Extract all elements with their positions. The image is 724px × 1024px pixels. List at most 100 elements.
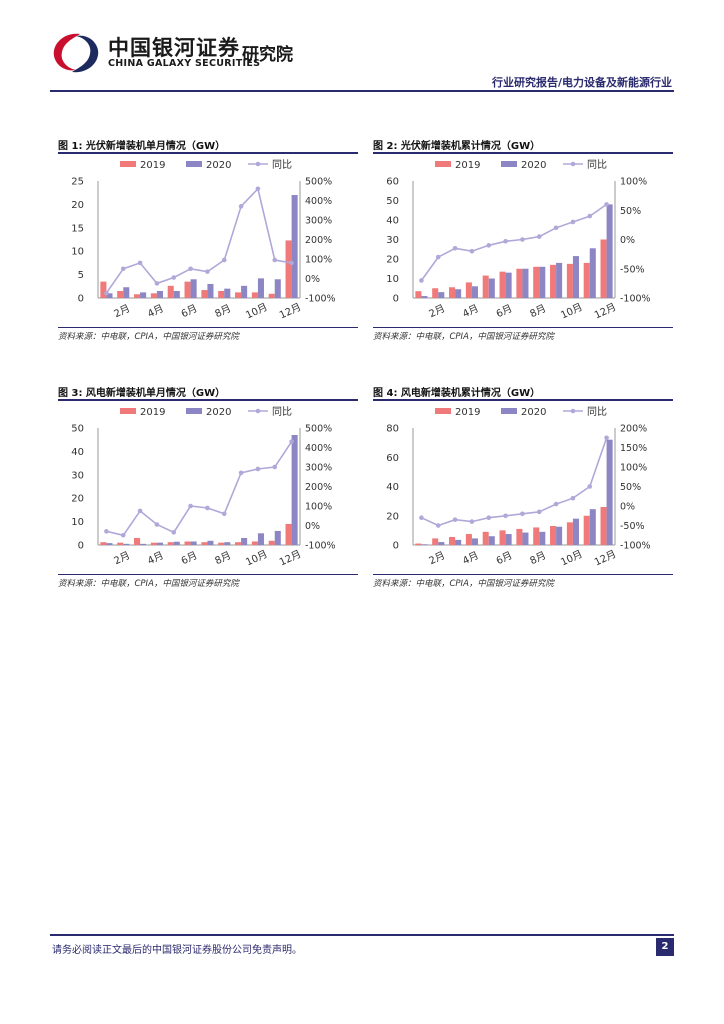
yoy-point-2月 xyxy=(435,254,441,260)
logo-english-name: CHINA GALAXY SECURITIES xyxy=(108,58,261,69)
x-tick-label: 2月 xyxy=(112,302,132,320)
yoy-point-6月 xyxy=(188,503,193,509)
bar-2020-12月 xyxy=(606,439,613,545)
logo-chinese-name: 中国银河证券 xyxy=(108,36,240,60)
y2-tick-label: 500% xyxy=(305,424,332,435)
y-tick-label: 10 xyxy=(386,274,399,285)
bar-2020-2月 xyxy=(123,287,130,298)
figure-2: 图 2: 光伏新增装机累计情况（GW） 2019 2020 同比 0 10 20 30 40 5… xyxy=(373,137,673,347)
y2-tick-label: 0% xyxy=(305,521,320,532)
y2-tick-label: 50% xyxy=(620,482,641,493)
bar-2019-3月 xyxy=(134,294,141,298)
legend-swatch-2020 xyxy=(501,408,517,414)
bar-2020-3月 xyxy=(455,289,462,298)
bar-2019-8月 xyxy=(533,527,540,545)
x-tick-label: 2月 xyxy=(427,549,447,567)
yoy-point-1月 xyxy=(419,515,424,520)
bar-2020-12月 xyxy=(606,204,613,298)
bar-2019-5月 xyxy=(167,542,174,545)
y-tick-label: 10 xyxy=(71,517,84,528)
bar-2020-8月 xyxy=(539,266,546,298)
bar-2019-12月 xyxy=(285,240,292,298)
bar-2019-11月 xyxy=(583,262,590,298)
x-tick-label: 4月 xyxy=(461,549,481,567)
figure-bottom-rule xyxy=(58,327,358,328)
legend-marker-yoy xyxy=(255,161,261,167)
y2-tick-label: -100% xyxy=(305,541,336,552)
bar-2019-12月 xyxy=(600,239,607,298)
figure-3: 图 3: 风电新增装机单月情况（GW） 2019 2020 同比 0 10 20 30 40 5… xyxy=(58,384,358,594)
y2-tick-label: 200% xyxy=(305,235,332,246)
y2-tick-label: 100% xyxy=(620,463,647,474)
y2-tick-label: 500% xyxy=(305,177,332,188)
figure-title: 图 4: 风电新增装机累计情况（GW） xyxy=(373,388,541,399)
yoy-point-10月 xyxy=(570,495,576,501)
legend-label: 2020 xyxy=(206,160,231,171)
legend-swatch-2020 xyxy=(186,161,202,167)
yoy-point-11月 xyxy=(272,257,278,263)
bar-2019-7月 xyxy=(516,268,523,298)
figure-1: 图 1: 光伏新增装机单月情况（GW） 2019 2020 同比 0 5 10 15 20 25… xyxy=(58,137,358,347)
yoy-point-1月 xyxy=(419,278,424,283)
bar-2020-8月 xyxy=(539,531,546,545)
yoy-point-8月 xyxy=(221,511,227,517)
x-tick-label: 4月 xyxy=(461,302,481,320)
bar-2020-12月 xyxy=(291,435,298,545)
x-tick-label: 10月 xyxy=(559,301,585,321)
y-tick-label: 60 xyxy=(386,453,399,464)
bar-2020-5月 xyxy=(488,278,495,298)
x-tick-label: 4月 xyxy=(146,302,166,320)
bar-2019-11月 xyxy=(268,293,275,298)
bar-2019-4月 xyxy=(465,534,472,545)
legend-label: 同比 xyxy=(272,159,292,171)
bar-2019-5月 xyxy=(167,285,174,298)
yoy-point-4月 xyxy=(469,519,475,524)
figure-top-rule xyxy=(373,152,673,154)
x-tick-label: 8月 xyxy=(528,549,548,567)
x-tick-label: 10月 xyxy=(244,548,270,568)
yoy-point-1月 xyxy=(104,529,109,534)
bar-2020-7月 xyxy=(207,283,214,298)
y-tick-label: 50 xyxy=(386,196,399,207)
yoy-point-4月 xyxy=(154,522,160,527)
figure-source: 资料来源：中电联，CPIA，中国银河证券研究院 xyxy=(58,579,239,589)
x-tick-label: 10月 xyxy=(244,301,270,321)
y2-tick-label: 0% xyxy=(305,274,320,285)
y-tick-label: 80 xyxy=(386,424,399,435)
wind-monthly-chart: 2019 2020 同比 0 10 20 30 40 50 -100% 0% 100% 200% 300%… xyxy=(71,406,336,569)
bar-2020-2月 xyxy=(123,543,130,545)
legend-swatch-2019 xyxy=(435,161,451,167)
y2-tick-label: 200% xyxy=(305,482,332,493)
bar-2019-3月 xyxy=(134,537,141,545)
figure-bottom-rule xyxy=(373,327,673,328)
y2-tick-label: -50% xyxy=(620,264,645,275)
y-tick-label: 20 xyxy=(71,200,84,211)
y2-tick-label: 50% xyxy=(620,206,641,217)
figure-top-rule xyxy=(373,399,673,401)
bar-2019-8月 xyxy=(533,266,540,298)
y-tick-label: 5 xyxy=(78,270,84,281)
legend-swatch-2019 xyxy=(120,408,136,414)
yoy-point-9月 xyxy=(553,225,559,231)
bar-2019-8月 xyxy=(218,290,225,298)
y-tick-label: 40 xyxy=(386,482,399,493)
bar-2020-6月 xyxy=(190,541,197,545)
yoy-point-3月 xyxy=(452,245,458,251)
yoy-point-5月 xyxy=(171,275,177,280)
legend-marker-yoy xyxy=(255,408,261,414)
x-tick-label: 6月 xyxy=(494,302,514,320)
y2-tick-label: 300% xyxy=(305,463,332,474)
bar-2020-12月 xyxy=(291,195,298,298)
x-tick-label: 12月 xyxy=(592,548,618,568)
yoy-point-6月 xyxy=(188,266,193,272)
bar-2019-2月 xyxy=(117,542,124,545)
yoy-line xyxy=(420,203,608,281)
yoy-point-11月 xyxy=(587,213,593,219)
legend-label: 2019 xyxy=(455,407,480,418)
yoy-point-7月 xyxy=(205,269,210,274)
yoy-point-4月 xyxy=(469,248,475,254)
yoy-point-3月 xyxy=(137,260,143,266)
bar-2020-11月 xyxy=(274,530,281,545)
yoy-point-8月 xyxy=(221,257,227,263)
x-tick-label: 12月 xyxy=(592,301,618,321)
